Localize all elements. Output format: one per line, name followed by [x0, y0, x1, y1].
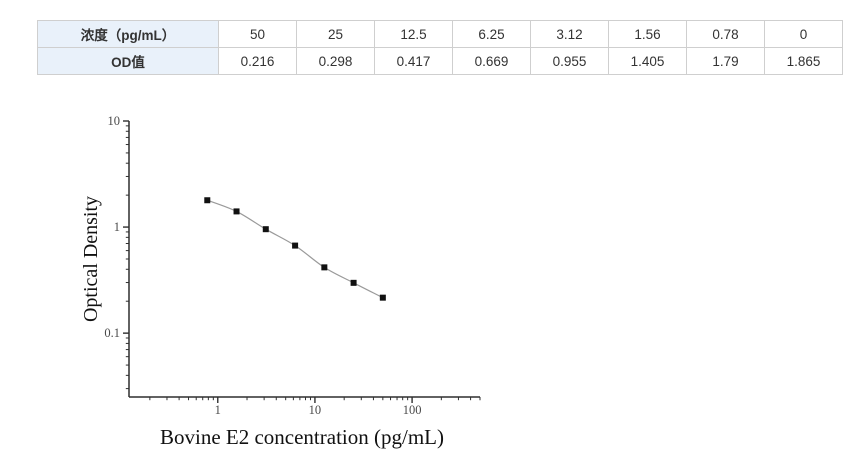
data-series [204, 197, 386, 301]
x-tick-label: 10 [309, 403, 322, 417]
table-row: 浓度（pg/mL） 50 25 12.5 6.25 3.12 1.56 0.78 0 [37, 20, 843, 48]
od-value-cell: 1.79 [686, 47, 765, 75]
concentration-cell: 6.25 [452, 20, 531, 48]
od-value-cell: 0.417 [374, 47, 453, 75]
od-value-cell: 1.405 [608, 47, 687, 75]
y-tick-label: 1 [114, 220, 120, 234]
x-tick-label: 1 [215, 403, 221, 417]
y-axis-title: Optical Density [80, 196, 102, 322]
concentration-cell: 0 [764, 20, 843, 48]
chart-tick-labels: 1 10 100 10 1 0.1 [104, 114, 421, 417]
concentration-cell: 0.78 [686, 20, 765, 48]
data-point [350, 279, 357, 286]
x-tick-label: 100 [403, 403, 422, 417]
concentration-cell: 1.56 [608, 20, 687, 48]
data-point [379, 294, 386, 301]
concentration-cell: 3.12 [530, 20, 609, 48]
concentration-row-label: 浓度（pg/mL） [37, 20, 219, 48]
od-value-cell: 0.298 [296, 47, 375, 75]
table-row: OD值 0.216 0.298 0.417 0.669 0.955 1.405 1.79 1.8… [37, 47, 843, 75]
y-tick-label: 0.1 [104, 326, 120, 340]
standard-curve-table: 浓度（pg/mL） 50 25 12.5 6.25 3.12 1.56 0.78 0 OD值 0.2… [37, 20, 843, 75]
od-value-cell: 0.955 [530, 47, 609, 75]
data-point [321, 264, 328, 271]
od-value-cell: 1.865 [764, 47, 843, 75]
chart-axes [128, 121, 480, 398]
data-point [204, 197, 211, 204]
chart-ticks [123, 120, 481, 403]
data-point [262, 226, 269, 233]
od-row-label: OD值 [37, 47, 219, 75]
od-value-cell: 0.216 [218, 47, 297, 75]
data-point [292, 242, 299, 249]
x-axis-title: Bovine E2 concentration (pg/mL) [160, 425, 444, 449]
data-point [233, 208, 240, 215]
y-tick-label: 10 [108, 114, 121, 128]
